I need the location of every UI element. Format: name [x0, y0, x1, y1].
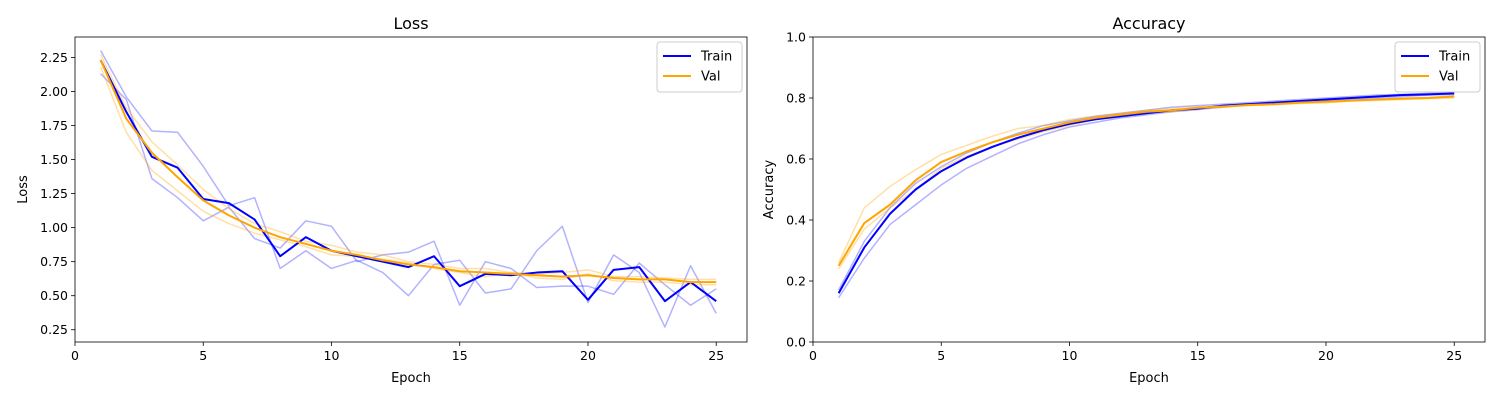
y-tick-label: 1.75: [40, 118, 68, 133]
y-tick-label: 0.2: [786, 274, 806, 289]
series-line-val: [99, 59, 717, 284]
series-lines: [99, 50, 717, 328]
chart-panel-2: Accuracy 0 5 10 15 20 25 0.0 0.2 0.4 0.6 0.8 1.0 Epoc…: [762, 14, 1486, 386]
series-line-val: [837, 95, 1455, 267]
y-tick-label: 0.4: [786, 213, 806, 228]
legend: Train Val: [656, 41, 743, 93]
run-line: [837, 91, 1455, 291]
run-line: [99, 54, 717, 281]
x-tick-label: 15: [452, 348, 468, 363]
series-lines: [837, 91, 1455, 299]
legend-box: [656, 41, 743, 93]
legend-box: [1394, 41, 1481, 93]
legend-label: Train: [700, 50, 732, 65]
legend-label: Train: [1438, 50, 1470, 65]
x-tick-label: 0: [71, 348, 79, 363]
y-tick-label: 1.0: [786, 30, 806, 45]
run-line: [838, 94, 1455, 270]
y-tick-label: 0.25: [40, 322, 68, 337]
plot-frame: [74, 36, 748, 343]
y-tick-label: 1.00: [40, 220, 68, 235]
x-axis-label: Epoch: [391, 371, 431, 386]
legend-label: Val: [701, 70, 720, 85]
chart-panel-1: Loss 0 5 10 15 20 25 0.25 0.50 0.75 1.00 1.25 1.50 1.…: [16, 14, 748, 386]
legend-label: Val: [1439, 70, 1458, 85]
legend: Train Val: [1394, 41, 1481, 93]
x-tick-label: 20: [580, 348, 596, 363]
run-line: [99, 50, 717, 328]
x-tick-label: 5: [199, 348, 207, 363]
x-tick-label: 10: [324, 348, 340, 363]
y-tick-label: 1.50: [40, 152, 68, 167]
run-line: [99, 66, 717, 286]
run-line: [837, 97, 1455, 264]
y-tick-label: 1.25: [40, 186, 68, 201]
y-tick-label: 2.25: [40, 50, 68, 65]
run-line: [838, 93, 1455, 299]
y-axis-label: Loss: [16, 175, 31, 204]
x-tick-label: 0: [809, 348, 817, 363]
y-tick-label: 0.6: [786, 152, 806, 167]
x-tick-label: 20: [1318, 348, 1334, 363]
series-line-train: [99, 59, 717, 303]
x-tick-label: 25: [708, 348, 724, 363]
x-tick-label: 5: [937, 348, 945, 363]
x-tick-label: 15: [1190, 348, 1206, 363]
y-tick-label: 0.75: [40, 254, 68, 269]
plot-frame: [812, 36, 1486, 343]
y-tick-label: 0.0: [786, 335, 806, 350]
chart-title: Loss: [393, 14, 428, 33]
run-line: [100, 73, 717, 306]
y-tick-label: 0.8: [786, 91, 806, 106]
y-axis-label: Accuracy: [762, 160, 777, 220]
x-tick-label: 25: [1446, 348, 1462, 363]
y-tick-label: 2.00: [40, 84, 68, 99]
x-tick-label: 10: [1062, 348, 1078, 363]
y-tick-label: 0.50: [40, 288, 68, 303]
x-axis-label: Epoch: [1129, 371, 1169, 386]
series-line-train: [837, 92, 1455, 294]
chart-title: Accuracy: [1112, 14, 1185, 33]
